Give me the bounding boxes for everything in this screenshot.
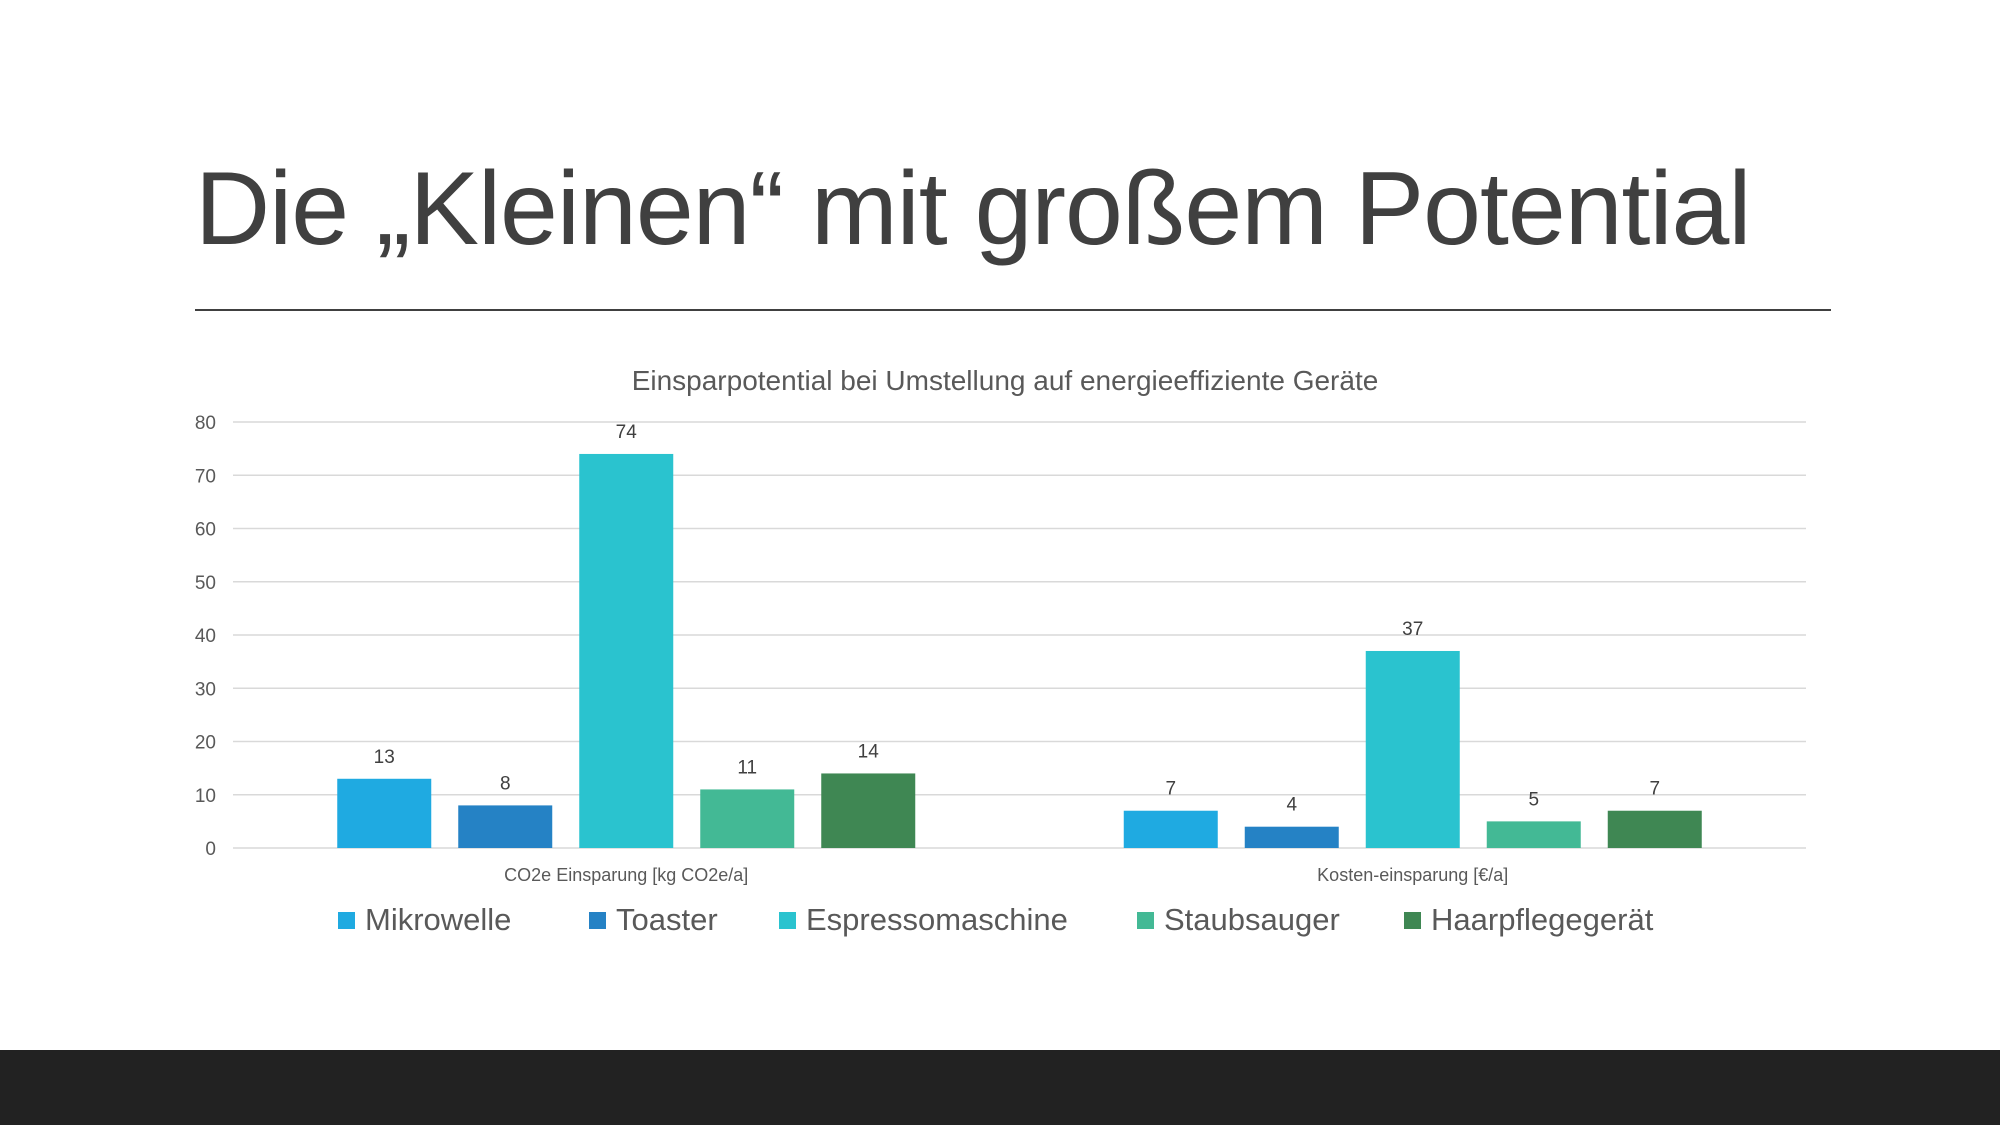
data-label: 5 xyxy=(1528,789,1539,810)
data-label: 8 xyxy=(500,773,511,794)
bar-espressomaschine xyxy=(1365,650,1460,848)
bar-haarpflegegerät xyxy=(1607,810,1702,848)
title-divider xyxy=(195,309,1831,311)
data-label: 4 xyxy=(1286,795,1297,816)
legend-item: Staubsauger xyxy=(1137,902,1340,938)
data-label: 13 xyxy=(374,747,395,768)
legend-item: Haarpflegegerät xyxy=(1404,902,1653,938)
slide-title: Die „Kleinen“ mit großem Potential xyxy=(195,151,1752,267)
y-tick-label: 0 xyxy=(205,839,216,860)
legend-item: Toaster xyxy=(589,902,718,938)
y-tick-label: 20 xyxy=(195,733,216,754)
bar-mikrowelle xyxy=(337,778,432,848)
legend-swatch xyxy=(338,911,355,929)
legend-swatch xyxy=(1137,911,1154,929)
legend-swatch xyxy=(589,911,606,929)
legend-item: Espressomaschine xyxy=(779,902,1068,938)
bar-staubsauger xyxy=(1486,821,1581,848)
bar-staubsauger xyxy=(700,789,795,848)
data-label: 14 xyxy=(858,741,880,762)
bar-toaster xyxy=(458,805,553,848)
legend-label: Staubsauger xyxy=(1164,902,1340,937)
category-label: Kosten-einsparung [€/a] xyxy=(1317,865,1508,885)
bar-haarpflegegerät xyxy=(821,773,916,848)
bar-mikrowelle xyxy=(1123,810,1218,848)
footer-band xyxy=(0,1050,2000,1125)
legend-item: Mikrowelle xyxy=(338,902,511,938)
legend-label: Espressomaschine xyxy=(806,902,1068,937)
data-label: 37 xyxy=(1402,619,1423,640)
y-tick-label: 30 xyxy=(195,679,216,700)
bar-espressomaschine xyxy=(579,453,674,848)
y-tick-label: 10 xyxy=(195,786,216,807)
legend-swatch xyxy=(779,911,796,929)
legend-label: Haarpflegegerät xyxy=(1431,902,1654,937)
data-label: 74 xyxy=(616,422,638,443)
chart-legend: Mikrowelle Toaster Espressomaschine Staubsa… xyxy=(0,902,2000,946)
legend-swatch xyxy=(1404,911,1421,929)
y-tick-label: 60 xyxy=(195,520,216,541)
y-tick-label: 80 xyxy=(195,413,216,434)
y-tick-label: 40 xyxy=(195,626,216,647)
data-label: 7 xyxy=(1165,779,1176,800)
bar-toaster xyxy=(1244,826,1339,848)
data-label: 7 xyxy=(1649,779,1660,800)
data-label: 11 xyxy=(737,757,757,778)
y-tick-label: 50 xyxy=(195,573,216,594)
category-label: CO2e Einsparung [kg CO2e/a] xyxy=(504,865,748,885)
legend-label: Toaster xyxy=(616,902,718,937)
chart-title: Einsparpotential bei Umstellung auf ener… xyxy=(632,365,1379,396)
legend-label: Mikrowelle xyxy=(365,902,512,937)
y-tick-label: 70 xyxy=(195,466,216,487)
